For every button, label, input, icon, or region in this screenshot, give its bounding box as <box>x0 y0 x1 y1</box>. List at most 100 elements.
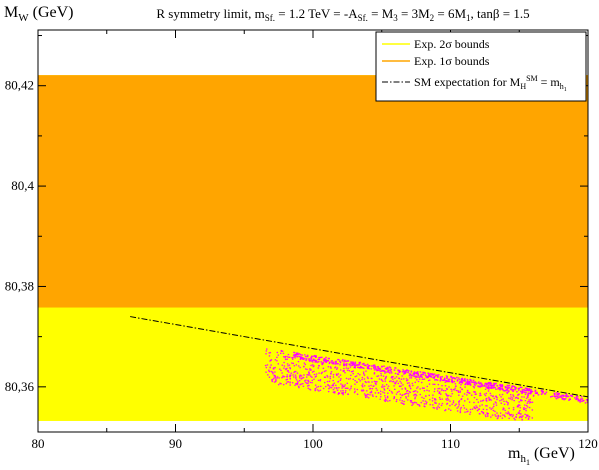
scatter-point <box>419 393 421 396</box>
scatter-point <box>338 392 340 394</box>
scatter-point <box>276 351 279 354</box>
scatter-point <box>489 383 492 385</box>
scatter-point <box>507 411 509 413</box>
scatter-point <box>380 396 382 398</box>
scatter-point <box>333 382 335 384</box>
scatter-point <box>507 404 509 406</box>
scatter-point <box>487 385 489 388</box>
scatter-point <box>445 398 447 400</box>
scatter-point <box>523 391 526 394</box>
scatter-point <box>499 415 502 417</box>
scatter-point <box>424 400 427 402</box>
scatter-point <box>349 364 352 366</box>
scatter-point <box>445 379 448 382</box>
scatter-point <box>500 385 502 387</box>
legend-label-2sigma: Exp. 2σ bounds <box>414 37 490 51</box>
scatter-point <box>410 375 412 377</box>
scatter-point <box>461 377 464 380</box>
scatter-point <box>441 389 443 391</box>
scatter-point <box>312 359 315 361</box>
scatter-point <box>574 397 576 399</box>
scatter-point <box>527 390 530 392</box>
scatter-point <box>356 364 359 366</box>
scatter-point <box>447 379 449 381</box>
scatter-point <box>360 367 362 369</box>
scatter-point <box>416 376 418 378</box>
scatter-point <box>376 381 378 383</box>
scatter-point <box>508 390 510 392</box>
scatter-point <box>300 375 303 377</box>
scatter-point <box>337 362 339 365</box>
scatter-point <box>311 364 314 366</box>
scatter-point <box>366 376 369 378</box>
scatter-point <box>324 359 327 362</box>
scatter-point <box>367 397 370 399</box>
scatter-point <box>326 375 328 377</box>
scatter-point <box>571 395 573 397</box>
scatter-point <box>295 364 298 366</box>
scatter-point <box>433 390 436 393</box>
scatter-point <box>402 370 405 372</box>
scatter-point <box>520 400 522 402</box>
scatter-point <box>315 373 318 375</box>
scatter-point <box>386 366 389 369</box>
scatter-point <box>352 378 354 380</box>
scatter-point <box>409 377 411 379</box>
scatter-point <box>500 402 503 404</box>
scatter-point <box>293 365 296 367</box>
scatter-point <box>474 391 476 394</box>
scatter-point <box>455 376 458 379</box>
scatter-point <box>507 387 510 390</box>
scatter-point <box>503 390 505 392</box>
scatter-point <box>486 400 488 402</box>
scatter-point <box>490 387 493 389</box>
scatter-point <box>376 369 378 372</box>
scatter-point <box>268 369 270 371</box>
scatter-point <box>584 402 587 404</box>
scatter-point <box>321 363 323 365</box>
scatter-point <box>441 388 443 390</box>
scatter-point <box>432 374 435 376</box>
scatter-point <box>364 380 367 383</box>
scatter-point <box>332 383 334 385</box>
scatter-point <box>322 362 325 364</box>
scatter-point <box>406 369 408 371</box>
scatter-point <box>486 386 488 389</box>
scatter-point <box>369 388 371 390</box>
scatter-point <box>306 354 309 357</box>
scatter-point <box>277 363 280 365</box>
scatter-point <box>524 413 526 416</box>
scatter-point <box>340 390 342 392</box>
scatter-point <box>372 365 375 367</box>
scatter-point <box>443 377 446 379</box>
scatter-point <box>451 381 454 384</box>
scatter-point <box>433 377 435 379</box>
scatter-point <box>321 371 323 374</box>
scatter-point <box>403 371 406 373</box>
scatter-point <box>454 404 456 407</box>
scatter-point <box>344 387 347 389</box>
scatter-point <box>504 386 507 388</box>
scatter-point <box>450 395 452 397</box>
scatter-point <box>313 354 316 357</box>
scatter-point <box>507 385 509 387</box>
scatter-point <box>482 412 485 415</box>
scatter-point <box>384 378 386 380</box>
scatter-point <box>358 363 360 365</box>
scatter-point <box>467 410 469 412</box>
scatter-point <box>400 397 402 399</box>
scatter-point <box>312 361 314 363</box>
scatter-point <box>353 364 355 366</box>
scatter-point <box>426 375 429 378</box>
scatter-point <box>404 387 406 389</box>
scatter-point <box>311 359 314 362</box>
scatter-point <box>382 386 384 388</box>
scatter-point <box>504 390 507 392</box>
scatter-point <box>328 387 330 390</box>
scatter-point <box>302 358 305 361</box>
scatter-point <box>314 376 316 378</box>
scatter-point <box>280 383 282 385</box>
scatter-point <box>560 396 562 398</box>
scatter-point <box>492 384 495 386</box>
y-tick-label: 80,38 <box>5 278 34 293</box>
